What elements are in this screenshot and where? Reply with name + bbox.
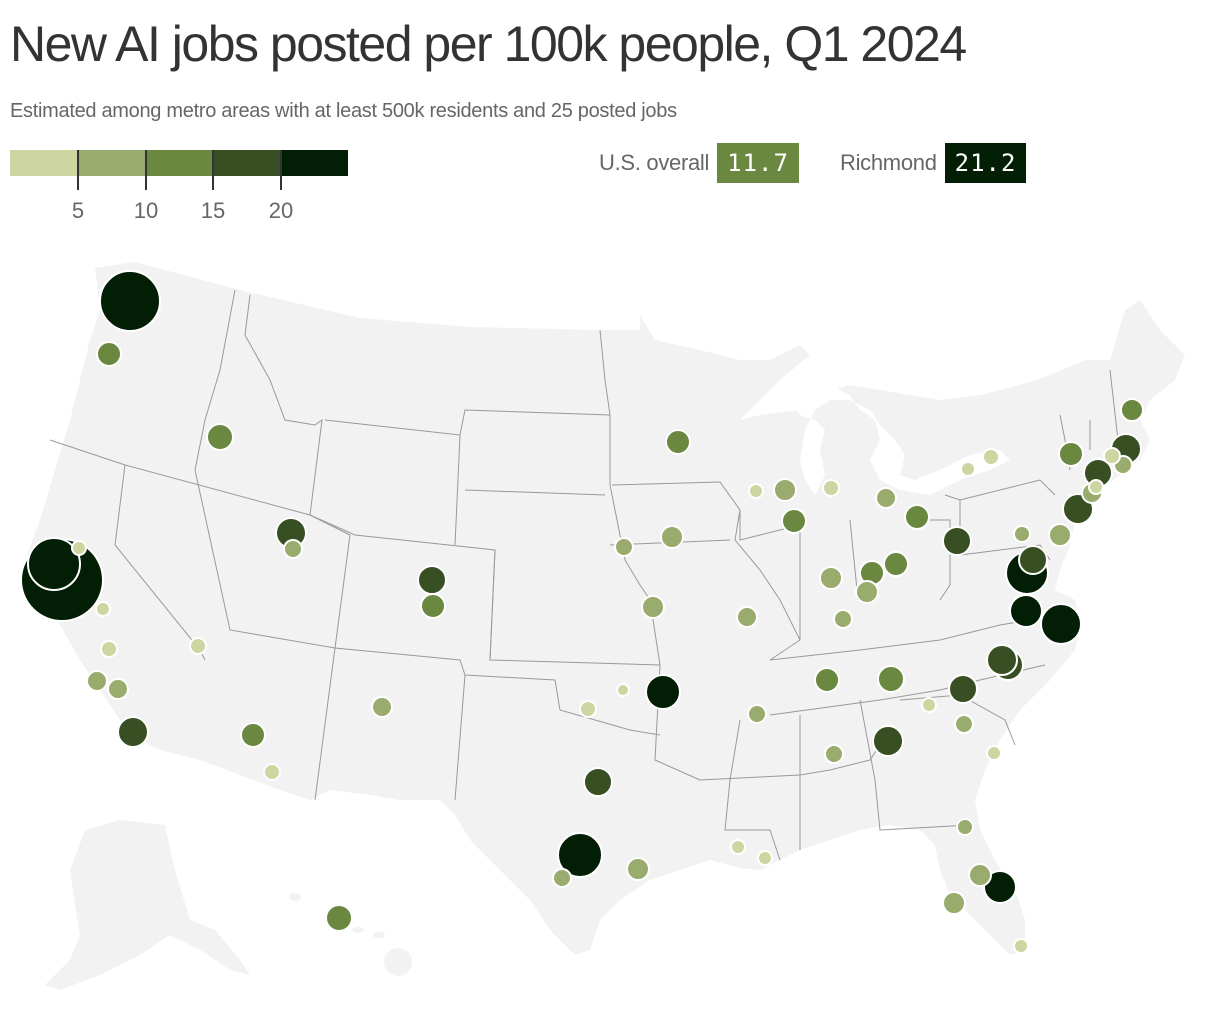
metro-bubble[interactable]: Las Vegas, NV <box>189 637 207 655</box>
legend-bar <box>10 150 348 176</box>
legend-tick-20 <box>280 150 282 190</box>
metro-bubble[interactable]: Louisville, KY <box>833 609 853 629</box>
metro-bubble[interactable]: Jacksonville, FL <box>956 818 974 836</box>
metro-bubble[interactable]: Greensboro/Charlotte, NC <box>948 674 978 704</box>
metro-bubble[interactable]: Columbia, SC <box>954 714 974 734</box>
richmond-label: Richmond <box>840 150 937 175</box>
metro-bubble[interactable]: Albany, NY <box>1058 441 1084 467</box>
metro-bubble[interactable]: Tulsa, OK <box>616 683 630 697</box>
metro-bubble[interactable]: Birmingham, AL <box>824 744 844 764</box>
metro-bubble[interactable]: Colorado Springs, CO <box>420 593 446 619</box>
metro-bubble[interactable]: Denver, CO <box>417 565 447 595</box>
metro-bubble[interactable]: Worcester, MA <box>1103 447 1121 465</box>
hawaii-islands <box>289 893 412 976</box>
metro-bubble[interactable]: Phoenix, AZ <box>240 722 266 748</box>
legend-label-5: 5 <box>71 198 85 223</box>
metro-bubble[interactable]: San Diego, CA <box>117 716 149 748</box>
metro-bubble[interactable]: Charleston, SC <box>986 745 1002 761</box>
metro-bubble[interactable]: Boise, ID <box>206 423 234 451</box>
alaska-landmass <box>45 820 250 990</box>
metro-bubble[interactable]: San Antonio, TX <box>552 868 572 888</box>
metro-bubble[interactable]: Fresno, CA <box>100 640 118 658</box>
us-overall-value: 11.7 <box>717 143 799 183</box>
metro-bubble[interactable]: Tucson, AZ <box>263 763 281 781</box>
metro-bubble[interactable]: Minneapolis, MN <box>665 429 691 455</box>
legend-tick-15 <box>212 150 214 190</box>
chart-title: New AI jobs posted per 100k people, Q1 2… <box>10 16 967 72</box>
legend-label-15: 15 <box>200 198 226 223</box>
metro-bubble[interactable]: Oklahoma City, OK <box>579 700 597 718</box>
metro-bubble[interactable]: Austin, TX <box>557 832 603 878</box>
metro-bubble[interactable]: Rochester, NY <box>982 448 1000 466</box>
legend-swatch-10-15 <box>145 150 213 176</box>
metro-bubble[interactable]: Indianapolis, IN <box>819 566 843 590</box>
metro-bubble[interactable]: Palm Bay/Melbourne, FL <box>983 870 1017 904</box>
metro-bubble[interactable]: Columbus, OH <box>883 551 909 577</box>
metro-bubble[interactable]: New Orleans, LA <box>757 850 773 866</box>
map-canvas: San Jose, CASeattle, WASan Francisco, CA… <box>20 262 1185 990</box>
metro-bubble[interactable]: Baltimore, MD <box>1018 545 1048 575</box>
metro-bubble[interactable]: Philadelphia, PA <box>1048 523 1072 547</box>
legend-swatch-5-10 <box>77 150 146 176</box>
metro-bubble[interactable]: Kansas City, MO <box>641 595 665 619</box>
metro-bubble[interactable]: Honolulu, HI <box>325 904 353 932</box>
metro-bubble[interactable]: Milwaukee, WI <box>773 478 797 502</box>
metro-bubble[interactable]: Richmond, VA <box>1009 594 1043 628</box>
metro-bubble[interactable]: Pittsburgh, PA <box>942 526 972 556</box>
metro-bubble[interactable]: St. Louis, MO <box>736 606 758 628</box>
metro-bubble[interactable]: Nashville, TN <box>814 667 840 693</box>
metro-bubble[interactable]: Los Angeles, CA <box>107 678 129 700</box>
metro-bubble[interactable]: Detroit, MI <box>875 487 897 509</box>
us-overall-reference: U.S. overall 11.7 <box>599 143 799 183</box>
chart-subtitle: Estimated among metro areas with at leas… <box>10 100 677 122</box>
metro-bubble[interactable]: Provo, UT <box>283 539 303 559</box>
legend-tick-10 <box>145 150 147 190</box>
metro-bubble[interactable]: Atlanta, GA <box>872 725 904 757</box>
contiguous-us-landmass <box>25 262 1185 955</box>
metro-bubble[interactable]: Chicago, IL <box>781 508 807 534</box>
metro-bubble[interactable]: Sacramento, CA <box>71 540 87 556</box>
color-legend: 5 10 15 20 <box>10 150 350 223</box>
metro-bubble[interactable]: Baton Rouge, LA <box>730 839 746 855</box>
great-lakes <box>785 380 1010 495</box>
metro-bubble[interactable]: Des Moines, IA <box>660 525 684 549</box>
metro-bubble[interactable]: Virginia Beach, VA <box>1040 603 1082 645</box>
metro-bubble[interactable]: Omaha, NE <box>614 537 634 557</box>
metro-bubble[interactable]: Seattle, WA <box>99 270 161 332</box>
richmond-value: 21.2 <box>944 143 1027 183</box>
metro-bubble[interactable]: Portland, OR <box>96 341 122 367</box>
metro-bubble[interactable]: Bakersfield/Ventura, CA <box>86 670 108 692</box>
metro-bubble[interactable]: Greenville, SC <box>921 697 937 713</box>
metro-bubble[interactable]: Cleveland, OH <box>904 504 930 530</box>
metro-bubble[interactable]: Memphis, TN <box>747 704 767 724</box>
metro-bubble[interactable]: San Francisco, CA <box>27 537 81 591</box>
metro-bubble[interactable]: Harrisburg, PA <box>1013 525 1031 543</box>
metro-bubble[interactable]: Knoxville, TN <box>877 665 905 693</box>
legend-swatch-0-5 <box>10 150 78 176</box>
metro-bubble[interactable]: Madison, WI <box>748 483 764 499</box>
metro-bubble[interactable]: Houston, TX <box>626 857 650 881</box>
legend-swatch-15-20 <box>212 150 281 176</box>
us-map: San Jose, CASeattle, WASan Francisco, CA… <box>0 240 1220 1014</box>
metro-bubble[interactable]: Dallas, TX <box>583 767 613 797</box>
legend-label-10: 10 <box>133 198 159 223</box>
us-overall-label: U.S. overall <box>599 150 710 175</box>
metro-bubble[interactable]: New York, NY <box>1088 479 1104 495</box>
metro-bubbles: San Jose, CASeattle, WASan Francisco, CA… <box>20 270 1144 954</box>
metro-bubble[interactable]: Orlando, FL <box>968 863 992 887</box>
metro-bubble[interactable]: Buffalo, NY <box>960 461 976 477</box>
legend-label-20: 20 <box>268 198 294 223</box>
metro-bubble[interactable]: Cincinnati, OH <box>855 580 879 604</box>
metro-bubble[interactable]: Stockton/Modesto, CA <box>95 601 111 617</box>
metro-bubble[interactable]: Fayetteville, AR <box>645 674 681 710</box>
metro-bubble[interactable]: Grand Rapids, MI <box>822 479 840 497</box>
legend-swatch-20-plus <box>280 150 348 176</box>
metro-bubble[interactable]: Albuquerque, NM <box>371 696 393 718</box>
metro-bubble[interactable]: Tampa, FL <box>942 891 966 915</box>
metro-bubble[interactable]: Portland, ME <box>1120 398 1144 422</box>
metro-bubble[interactable]: Miami, FL <box>1013 938 1029 954</box>
legend-tick-5 <box>77 150 79 190</box>
metro-bubble[interactable]: Raleigh, NC <box>986 644 1018 676</box>
richmond-reference: Richmond 21.2 <box>840 143 1027 183</box>
